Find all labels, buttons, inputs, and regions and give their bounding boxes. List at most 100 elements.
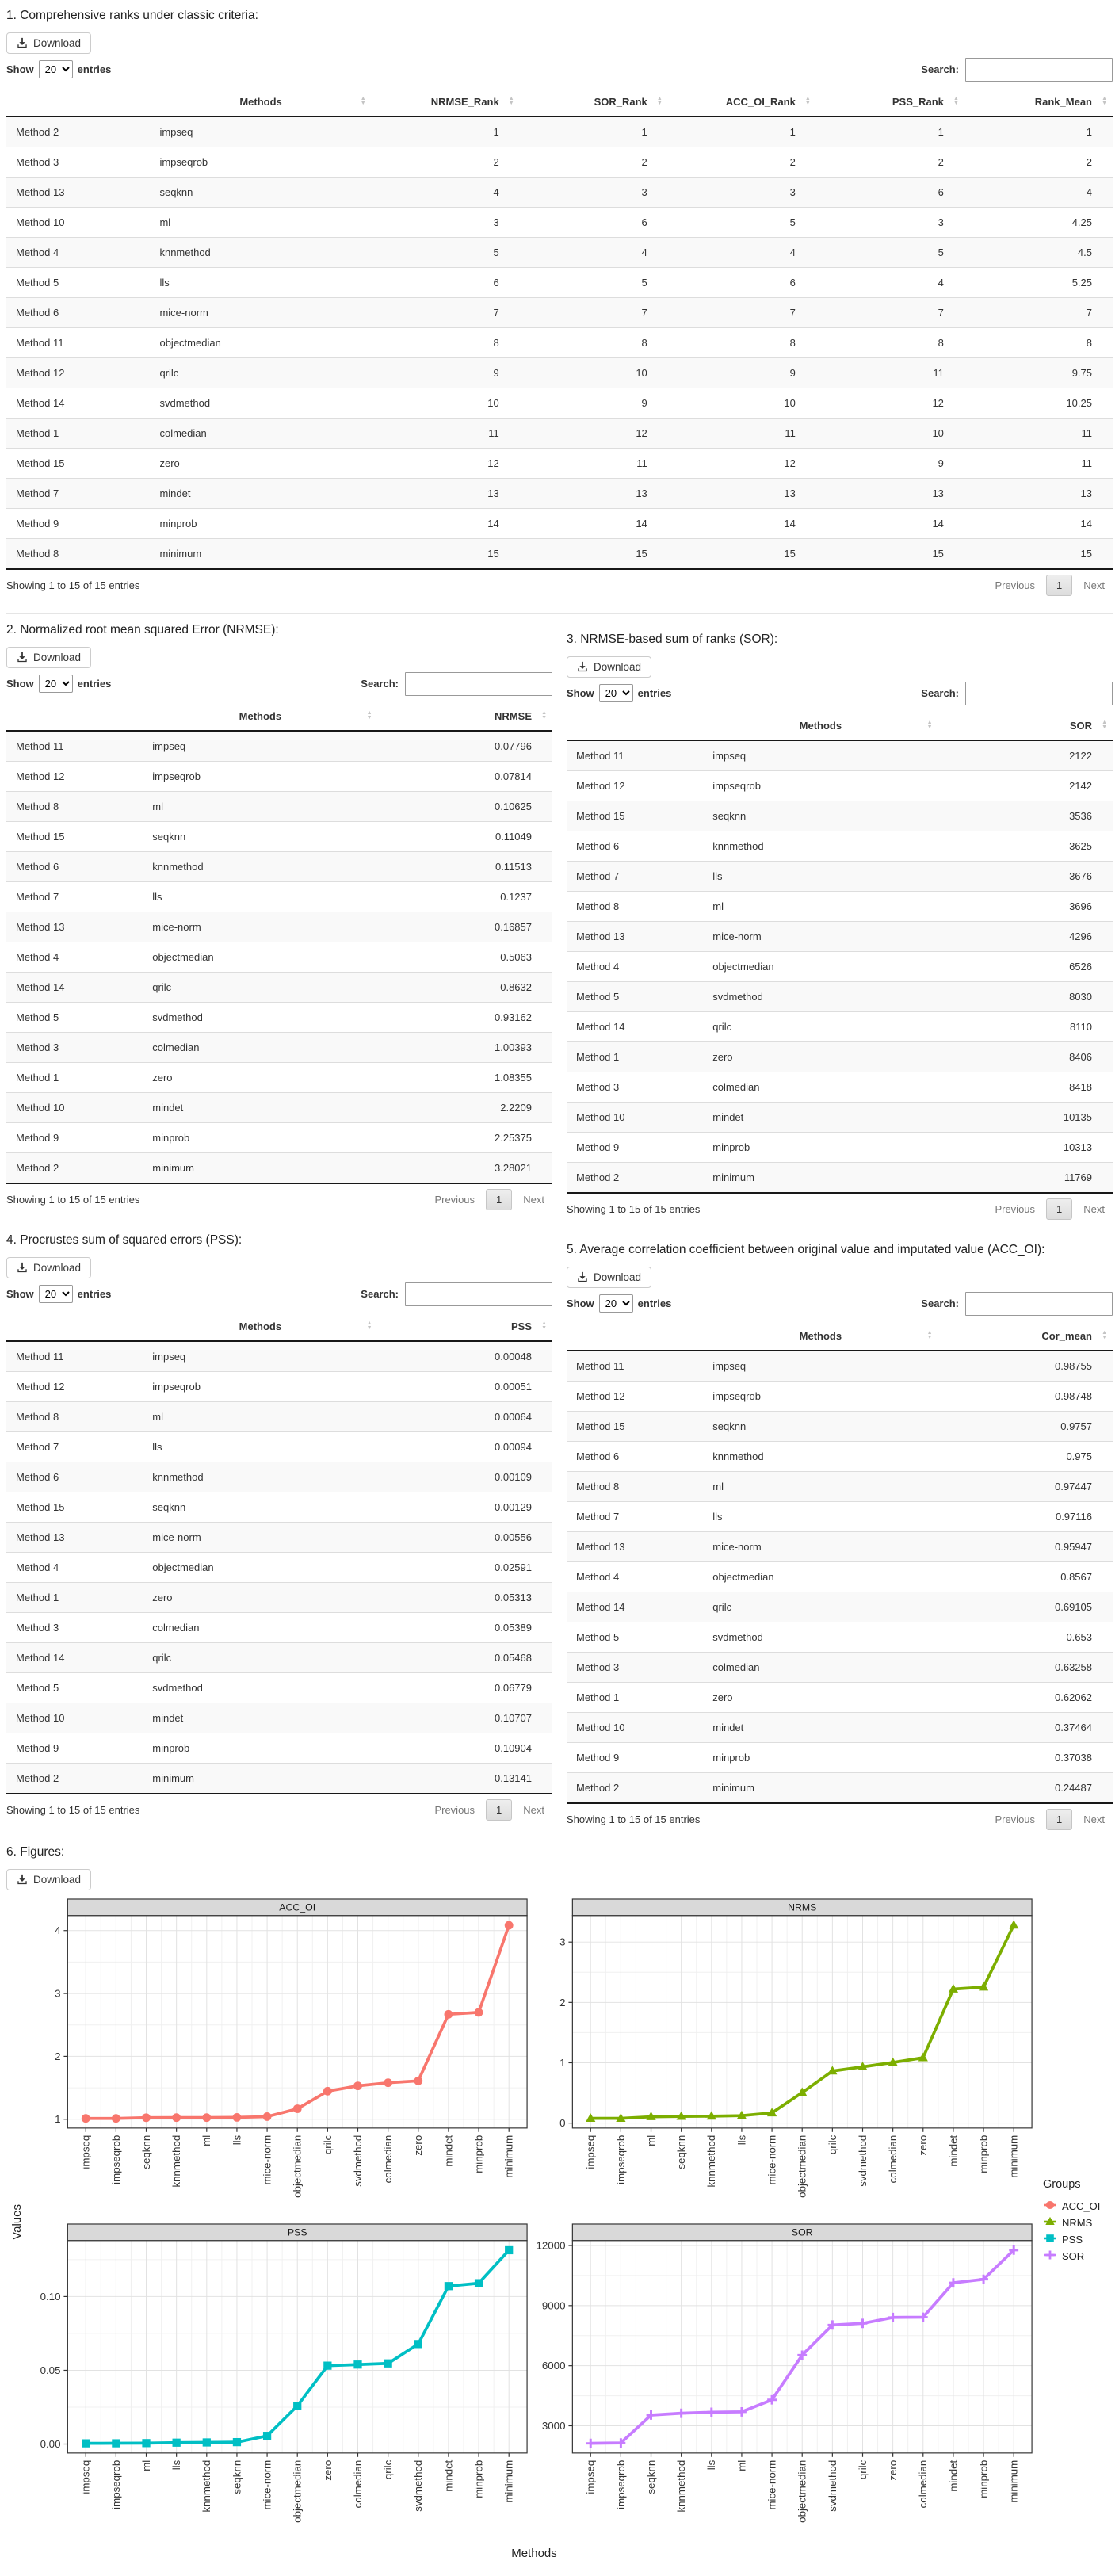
data-cell: 7 [815,296,964,328]
previous-button[interactable]: Previous [434,1803,475,1816]
column-header-Rank_Mean[interactable]: Rank_Mean ▲ ▼ [964,87,1113,117]
data-cell: ml [703,890,938,922]
column-header-Methods[interactable]: Methods ▲ ▼ [143,1312,378,1342]
column-header-Methods[interactable]: Methods ▲ ▼ [703,711,938,741]
data-cell: mice-norm [703,1531,938,1562]
sort-icon: ▲ ▼ [1102,1330,1107,1341]
page-length-select[interactable]: 20 [598,1294,633,1313]
data-cell: 9 [667,357,816,388]
column-header-ACC_OI_Rank[interactable]: ACC_OI_Rank ▲ ▼ [667,87,816,117]
page-length-select[interactable]: 20 [38,1285,73,1304]
data-cell: 0.93162 [377,1001,552,1033]
data-cell: impseq [712,749,747,762]
data-cell: 13 [667,477,816,509]
page-length-select[interactable]: 20 [598,684,633,703]
next-button[interactable]: Next [523,1803,544,1816]
svg-text:qrilc: qrilc [382,2459,394,2479]
row-name-cell: Method 11 [16,1350,64,1363]
data-cell: 10 [815,417,964,449]
previous-button[interactable]: Previous [434,1193,475,1206]
svg-text:minprob: minprob [977,2135,989,2173]
svg-text:impseq: impseq [80,2135,92,2169]
column-header-NRMSE[interactable]: NRMSE ▲ ▼ [377,701,552,732]
row-name-cell: Method 6 [6,1461,143,1492]
table-row: Method 6 knnmethod 0.00109 [6,1461,552,1492]
search-input[interactable] [405,671,552,696]
data-cell: 3 [371,206,520,238]
next-button[interactable]: Next [523,1193,544,1206]
table-row: Method 5 svdmethod 8030 [567,980,1113,1012]
page-length-select[interactable]: 20 [38,675,73,694]
download-button[interactable]: Download [567,1266,652,1288]
data-cell: 4 [667,236,816,268]
data-cell: 0.07796 [495,740,532,752]
legend-item-ACC_OI: ACC_OI [1043,2199,1113,2214]
download-button[interactable]: Download [6,646,92,668]
svg-text:mice-norm: mice-norm [262,2460,273,2510]
search-input[interactable] [965,681,1113,705]
row-name-cell: Method 3 [567,1071,704,1103]
download-button[interactable]: Download [6,1256,92,1278]
table-row: Method 3 colmedian 0.05389 [6,1611,552,1643]
column-header-Methods[interactable]: Methods ▲ ▼ [703,1321,938,1351]
column-header-PSS_Rank[interactable]: PSS_Rank ▲ ▼ [815,87,964,117]
column-header-NRMSE_Rank[interactable]: NRMSE_Rank ▲ ▼ [371,87,520,117]
data-cell: 13 [519,477,668,509]
row-name-cell: Method 8 [6,537,151,570]
svg-text:0.05: 0.05 [40,2364,61,2376]
table-row: Method 10 mindet 2.2209 [6,1091,552,1123]
section-nrmse: 2. Normalized root mean squared Error (N… [6,619,552,1212]
row-name-cell: Method 2 [567,1161,704,1194]
column-header-Methods[interactable]: Methods ▲ ▼ [143,701,378,732]
search-input[interactable] [965,1291,1113,1316]
table-row: Method 13 seqknn 4 3 3 6 4 [6,176,1113,208]
table-row: Method 9 minprob 10313 [567,1131,1113,1163]
section-title: 6. Figures: [6,1844,65,1859]
column-header-SOR_Rank[interactable]: SOR_Rank ▲ ▼ [519,87,668,117]
column-header-SOR[interactable]: SOR ▲ ▼ [938,711,1113,741]
data-cell: seqknn [143,1491,378,1523]
next-button[interactable]: Next [1083,579,1105,591]
next-button[interactable]: Next [1083,1202,1105,1215]
data-cell: impseq [159,125,193,138]
page-1-button[interactable]: 1 [486,1798,513,1821]
data-cell: 2142 [938,770,1113,801]
download-button[interactable]: Download [6,1868,92,1890]
table-row: Method 5 svdmethod 0.93162 [6,1001,552,1033]
svg-text:12000: 12000 [537,2239,565,2251]
data-cell: 3696 [938,890,1113,922]
svg-text:objectmedian: objectmedian [292,2135,304,2197]
previous-button[interactable]: Previous [995,1813,1036,1825]
data-cell: 13 [815,477,964,509]
svg-text:lls: lls [705,2459,717,2470]
row-name-cell: Method 12 [567,1380,704,1412]
download-button[interactable]: Download [567,655,652,678]
data-cell: 6 [519,206,668,238]
search-input[interactable] [405,1282,552,1306]
page-1-button[interactable]: 1 [1046,1198,1073,1220]
data-cell: 2 [371,146,520,178]
download-label: Download [594,660,642,673]
search-input[interactable] [965,57,1113,82]
row-name-cell: Method 6 [567,830,704,862]
previous-button[interactable]: Previous [995,579,1036,591]
row-name-cell: Method 13 [6,176,151,208]
page-1-button[interactable]: 1 [1046,1808,1073,1830]
page-length-select[interactable]: 20 [38,60,73,79]
data-cell: mice-norm [150,296,372,328]
page-1-button[interactable]: 1 [1046,574,1073,596]
table-row: Method 5 svdmethod 0.653 [567,1621,1113,1653]
previous-button[interactable]: Previous [995,1202,1036,1215]
x-axis-title: Methods [511,2547,557,2561]
download-button[interactable]: Download [6,32,92,54]
next-button[interactable]: Next [1083,1813,1105,1825]
column-header-Methods[interactable]: Methods ▲ ▼ [150,87,372,117]
page-1-button[interactable]: 1 [486,1188,513,1210]
table-info: Showing 1 to 15 of 15 entries [567,1202,701,1215]
column-header-Cor_mean[interactable]: Cor_mean ▲ ▼ [938,1321,1113,1351]
column-header-PSS[interactable]: PSS ▲ ▼ [377,1312,552,1342]
section-title: 2. Normalized root mean squared Error (N… [6,622,279,636]
svg-text:mindet: mindet [442,2135,454,2166]
pagination: Previous 1 Next [426,1798,552,1821]
table-row: Method 5 svdmethod 0.06779 [6,1672,552,1703]
